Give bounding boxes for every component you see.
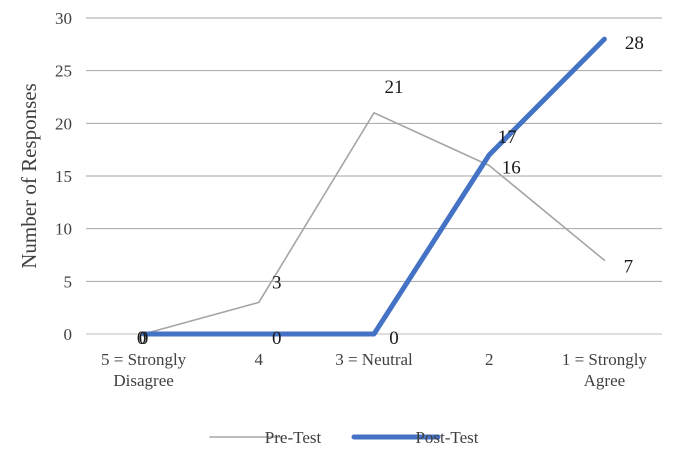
data-label: 16 <box>502 157 521 178</box>
series-line-pre-test <box>142 112 606 335</box>
data-label: 0 <box>272 328 282 349</box>
legend-item: Pre-Test <box>209 428 322 447</box>
data-label: 0 <box>389 328 399 349</box>
x-axis-ticks: 5 = Strongly Disagree 4 3 = Neutral 2 1 = Str… <box>101 350 647 390</box>
y-tick-label: 30 <box>55 9 72 28</box>
data-label: 28 <box>625 33 644 54</box>
y-axis-label: Number of Responses <box>17 83 41 268</box>
legend-label: Pre-Test <box>265 428 322 447</box>
y-tick-label: 5 <box>64 272 73 291</box>
data-label: 3 <box>272 272 282 293</box>
data-label: 21 <box>385 77 404 98</box>
y-tick-label: 10 <box>55 220 72 239</box>
y-tick-label: 0 <box>64 325 73 344</box>
data-label: 17 <box>498 127 517 148</box>
y-tick-label: 20 <box>55 114 72 133</box>
legend-label: Post-Test <box>415 428 478 447</box>
series-line-post-test <box>141 36 607 337</box>
x-tick-label: 4 <box>255 350 264 369</box>
data-series <box>141 36 607 337</box>
data-label: 0 <box>137 328 147 349</box>
gridlines <box>86 17 662 335</box>
x-tick-label: 3 = Neutral <box>335 350 413 369</box>
data-label: 0 <box>139 328 149 349</box>
x-tick-label: 2 <box>485 350 494 369</box>
legend-item: Post-Test <box>351 428 479 447</box>
legend: Pre-Test Post-Test <box>209 428 479 447</box>
y-tick-label: 25 <box>55 62 72 81</box>
x-tick-label: 5 = Strongly Disagree <box>101 350 187 390</box>
y-axis-ticks: 0 5 10 15 20 25 30 <box>55 9 72 344</box>
x-tick-label: 1 = Strongly Agree <box>562 350 648 390</box>
y-tick-label: 15 <box>55 167 72 186</box>
data-label: 7 <box>624 256 634 277</box>
